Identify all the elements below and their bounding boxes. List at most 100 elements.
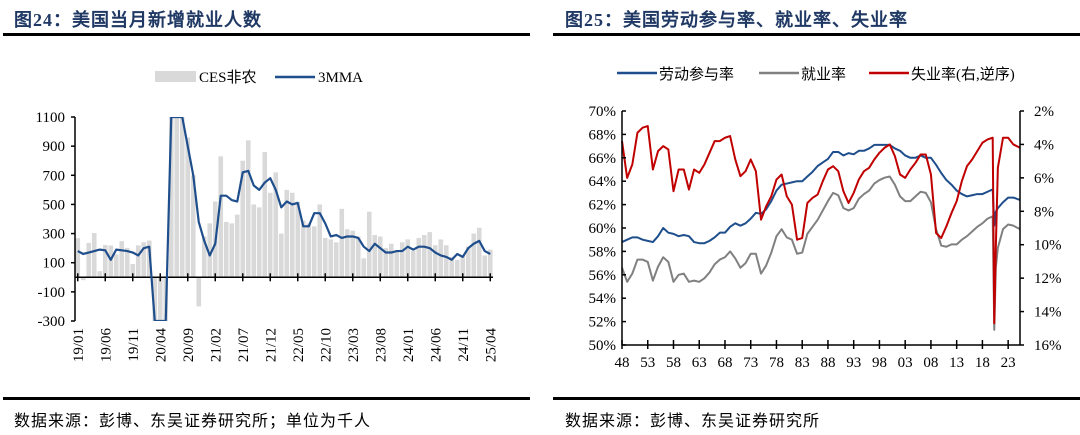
bar-ces	[190, 175, 196, 278]
line-3mma	[77, 117, 491, 321]
line-lfpr	[621, 143, 1021, 245]
x-tick-label: 23	[1001, 355, 1016, 371]
legend-label-emp: 就业率	[801, 66, 846, 83]
bar-ces	[460, 255, 466, 278]
bar-ces	[157, 277, 163, 321]
x-tick-label: 83	[795, 355, 810, 371]
x-tick-label: 19/06	[98, 328, 114, 363]
bar-ces	[168, 117, 174, 278]
x-tick-label: 98	[872, 355, 887, 371]
bar-ces	[245, 140, 251, 278]
bar-ces	[179, 117, 185, 278]
bar-ces	[152, 277, 158, 321]
x-tick-label: 19/11	[126, 328, 142, 362]
x-tick-label: 24/11	[456, 328, 472, 362]
title-rule	[553, 33, 1080, 36]
bar-ces	[306, 223, 312, 278]
y-tick-label-left: 62%	[589, 198, 617, 214]
x-tick-label: 24/06	[428, 328, 444, 363]
y-tick-label-right: 4%	[1034, 137, 1054, 153]
x-tick-label: 53	[640, 355, 655, 371]
bar-ces	[449, 256, 455, 278]
bar-ces	[410, 251, 416, 278]
bar-ces	[476, 227, 482, 278]
bar-ces	[267, 192, 273, 278]
legend-label-lfpr: 劳动参与率	[659, 66, 734, 83]
bar-ces	[333, 242, 339, 278]
x-tick-label: 21/12	[263, 328, 279, 362]
x-tick-label: 58	[666, 355, 681, 371]
bar-ces	[185, 137, 191, 278]
bar-ces	[223, 221, 229, 278]
y-tick-label-right: 8%	[1034, 204, 1054, 220]
bar-ces	[97, 271, 103, 278]
legend-label-unemp: 失业率(右,逆序)	[911, 66, 1015, 83]
bar-ces	[141, 242, 147, 278]
y-tick-label-left: 54%	[589, 291, 617, 307]
bar-ces	[482, 255, 488, 278]
y-tick-label-right: 16%	[1034, 338, 1062, 354]
bar-ces	[443, 245, 449, 278]
y-tick-label-left: 64%	[589, 174, 617, 190]
bar-ces	[438, 239, 444, 278]
x-tick-label: 88	[820, 355, 835, 371]
bar-ces	[328, 239, 334, 278]
y-tick-label: 100	[43, 256, 66, 272]
line-unemployment-rate	[621, 125, 1021, 325]
bar-ces	[405, 239, 411, 278]
y-tick-label-right: 2%	[1034, 104, 1054, 120]
x-tick-label: 23/08	[373, 328, 389, 362]
y-tick-label-left: 70%	[589, 104, 617, 120]
x-tick-label: 20/09	[181, 328, 197, 362]
bar-ces	[201, 236, 207, 278]
bar-ces	[273, 172, 279, 278]
x-tick-label: 22/10	[318, 328, 334, 362]
left-source-note: 数据来源：彭博、东吴证券研究所；单位为千人	[14, 413, 372, 430]
bar-ces	[113, 254, 119, 278]
x-tick-label: 78	[769, 355, 784, 371]
y-tick-label-right: 12%	[1034, 271, 1062, 287]
y-tick-label-left: 52%	[589, 315, 617, 331]
bar-ces	[377, 236, 383, 278]
bar-ces	[240, 160, 246, 278]
x-tick-label: 63	[692, 355, 707, 371]
bar-ces	[465, 246, 471, 278]
title-rule	[3, 33, 530, 36]
bar-ces	[311, 226, 317, 278]
x-tick-label: 25/04	[483, 328, 499, 363]
y-tick-label-left: 66%	[589, 151, 617, 167]
bar-ces	[355, 236, 361, 278]
x-tick-label: 19/01	[71, 328, 87, 362]
bar-ces	[108, 245, 114, 278]
left-chart-title: 图24：美国当月新增就业人数	[14, 10, 262, 30]
bar-ces	[135, 245, 141, 278]
bar-ces	[229, 223, 235, 278]
footer-rule	[553, 397, 1080, 400]
bar-ces	[421, 235, 427, 278]
x-tick-label: 13	[949, 355, 964, 371]
x-tick-label: 93	[846, 355, 861, 371]
bar-ces	[344, 229, 350, 278]
line-employment-rate	[621, 175, 1021, 331]
bar-ces	[432, 245, 438, 278]
x-tick-label: 24/01	[401, 328, 417, 362]
legend-label-ces: CES非农	[199, 69, 257, 86]
bar-ces	[124, 247, 130, 278]
bar-ces	[234, 214, 240, 278]
bar-ces	[80, 277, 86, 281]
y-tick-label: 500	[43, 197, 66, 213]
x-tick-label: 18	[975, 355, 990, 371]
x-tick-label: 21/07	[236, 328, 252, 363]
x-tick-label: 20/04	[153, 328, 169, 363]
bar-ces	[339, 208, 345, 278]
bar-ces	[350, 230, 356, 278]
y-tick-label-left: 68%	[589, 127, 617, 143]
x-tick-label: 21/02	[208, 328, 224, 362]
y-tick-label-left: 50%	[589, 338, 617, 354]
bar-ces	[471, 233, 477, 278]
bar-ces	[174, 117, 180, 278]
bar-ces	[86, 242, 92, 278]
bar-ces	[487, 249, 493, 278]
right-panel: 图25：美国劳动参与率、就业率、失业率 劳动参与率 就业率 失业率(右,逆序) 70%…	[553, 0, 1080, 435]
bar-ces	[372, 235, 378, 278]
